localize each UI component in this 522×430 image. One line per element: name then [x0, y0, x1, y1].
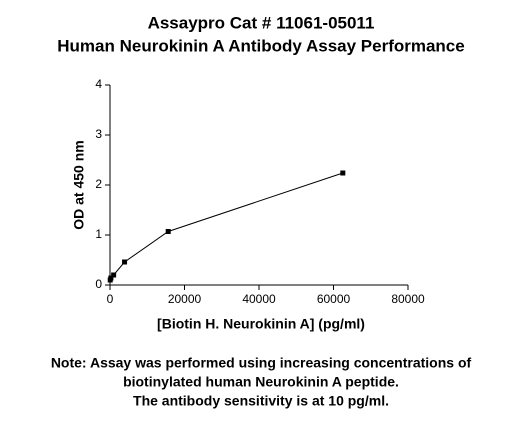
marker	[340, 170, 346, 176]
chart-title: Human Neurokinin A Antibody Assay Perfor…	[57, 36, 464, 55]
x-tick-label: 20000	[168, 292, 202, 306]
marker	[111, 272, 117, 278]
y-tick-label: 1	[95, 227, 102, 241]
line	[109, 172, 343, 281]
marker	[122, 259, 128, 265]
x-tick-label: 60000	[317, 292, 351, 306]
y-tick-label: 2	[95, 177, 102, 191]
chart-title: Assaypro Cat # 11061-05011	[148, 13, 375, 32]
y-axis-label: OD at 450 nm	[71, 140, 87, 229]
x-tick-label: 0	[107, 292, 114, 306]
x-tick-label: 80000	[391, 292, 425, 306]
note: The antibody sensitivity is at 10 pg/ml.	[133, 393, 389, 409]
note: biotinylated human Neurokinin A peptide.	[123, 374, 399, 390]
y-tick-label: 0	[95, 277, 102, 291]
marker	[108, 275, 114, 281]
y-tick-label: 3	[95, 127, 102, 141]
marker	[165, 229, 171, 234]
x-axis-label: [Biotin H. Neurokinin A] (pg/ml)	[157, 316, 365, 332]
x-tick-label: 40000	[242, 292, 276, 306]
note: Note: Assay was performed using increasi…	[51, 355, 472, 371]
y-tick-label: 4	[95, 77, 102, 91]
